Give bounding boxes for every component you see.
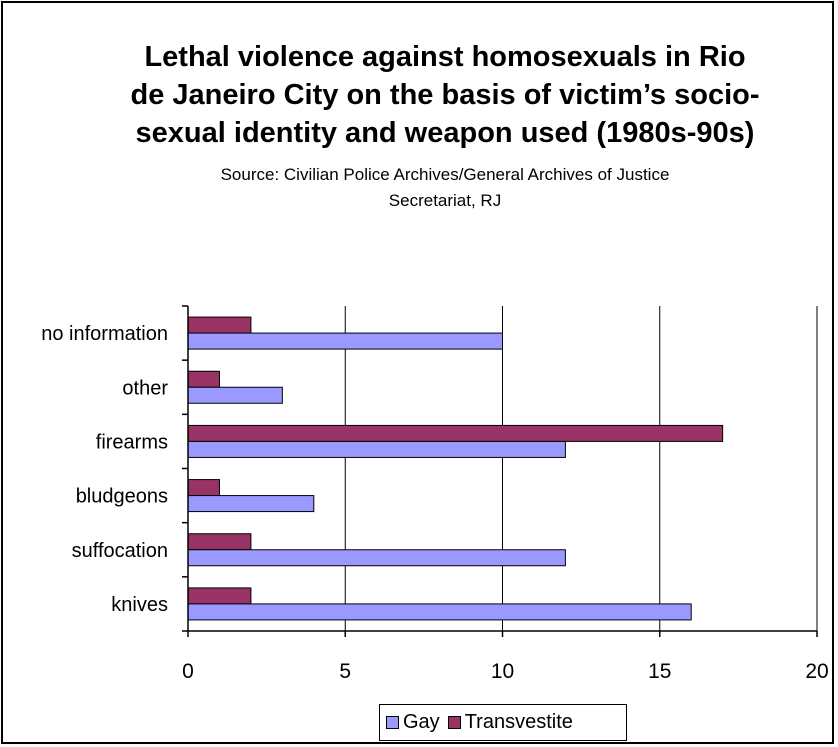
- chart-title: Lethal violence against homosexuals in R…: [130, 41, 760, 149]
- bar-gay-bludgeons: [187, 495, 315, 513]
- legend-swatch-transvestite: [447, 716, 461, 729]
- bar-transvestite-knives: [187, 587, 252, 605]
- x-tick-label: 15: [648, 660, 671, 683]
- bar-gay-knives: [187, 603, 692, 621]
- bar-transvestite-bludgeons: [187, 479, 220, 497]
- bar-gay-firearms: [187, 440, 566, 458]
- bar-transvestite-suffocation: [187, 533, 252, 551]
- chart-subtitle: Source: Civilian Police Archives/General…: [220, 165, 670, 210]
- bar-transvestite-firearms: [187, 424, 724, 442]
- x-tick-label: 5: [339, 660, 351, 683]
- category-label: knives: [111, 594, 168, 616]
- legend: Gay Transvestite: [379, 704, 627, 741]
- legend-item-transvestite: Transvestite: [447, 711, 573, 734]
- x-tick-label: 0: [182, 660, 194, 683]
- category-label: other: [122, 377, 168, 399]
- bar-gay-other: [187, 386, 283, 404]
- category-label: suffocation: [72, 540, 168, 562]
- legend-label-transvestite: Transvestite: [464, 711, 573, 733]
- x-tick-label: 20: [805, 660, 828, 683]
- legend-label-gay: Gay: [403, 711, 440, 733]
- bar-gay-no-information: [187, 332, 503, 350]
- bar-transvestite-other: [187, 370, 220, 388]
- legend-swatch-gay: [386, 716, 399, 729]
- x-tick-label: 10: [491, 660, 514, 683]
- bar-gay-suffocation: [187, 549, 566, 567]
- category-label: firearms: [96, 431, 168, 453]
- category-label: no information: [41, 323, 168, 345]
- category-label: bludgeons: [76, 486, 168, 508]
- bar-transvestite-no-information: [187, 316, 252, 334]
- legend-item-gay: Gay: [386, 711, 440, 734]
